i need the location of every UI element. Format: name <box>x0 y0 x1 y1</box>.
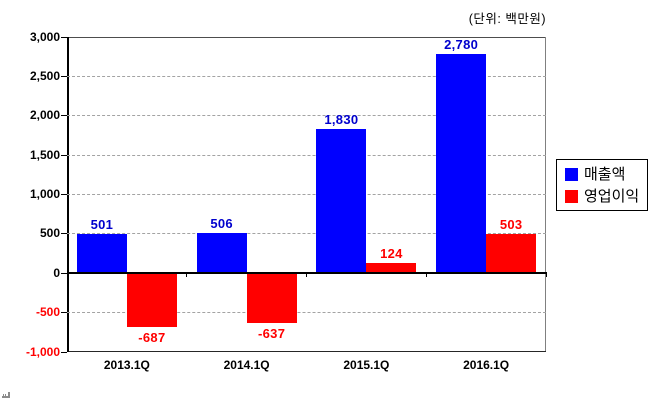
y-tick-mark <box>61 272 67 274</box>
gridline-2500 <box>67 75 546 77</box>
y-tick-label: -1,000 <box>25 344 60 359</box>
y-tick-mark <box>61 75 67 77</box>
bar-value-label: 501 <box>90 216 114 232</box>
y-tick-label: 3,000 <box>29 29 60 44</box>
bar-value-label: 503 <box>499 216 523 232</box>
gridline-2000 <box>67 115 546 117</box>
x-category-label-2014.1Q: 2014.1Q <box>223 358 270 372</box>
x-category-label-2016.1Q: 2016.1Q <box>463 358 510 372</box>
plot-border-top <box>67 37 546 38</box>
bar-영업이익-2015.1Q <box>366 263 417 274</box>
y-tick-mark <box>61 312 67 314</box>
y-tick-mark <box>61 351 67 353</box>
gridline-500 <box>67 233 546 235</box>
x-tick-mark <box>306 272 307 278</box>
gridline--500 <box>67 312 546 314</box>
bar-매출액-2014.1Q <box>196 233 247 274</box>
plot-area: 501 -687 506 -637 1,830 124 2,780 503 <box>61 36 547 353</box>
bar-매출액-2013.1Q <box>76 233 127 274</box>
legend-swatch <box>565 167 578 181</box>
bar-영업이익-2014.1Q <box>246 273 297 324</box>
y-tick-mark <box>61 233 67 235</box>
legend-swatch <box>565 189 578 203</box>
unit-label: (단위: 백만원) <box>468 12 546 26</box>
y-tick-label: 500 <box>39 226 60 241</box>
plot-border-bottom <box>67 351 546 352</box>
bar-영업이익-2013.1Q <box>126 273 177 328</box>
gridline-1000 <box>67 194 546 195</box>
y-tick-mark <box>61 154 67 156</box>
y-tick-label: -500 <box>35 305 60 320</box>
corner-artifact-glyph <box>2 392 10 398</box>
y-tick-label: 1,000 <box>29 187 60 201</box>
bar-value-label: -637 <box>258 326 286 342</box>
legend-item-영업이익: 영업이익 <box>565 187 647 206</box>
y-tick-label: 0 <box>53 265 60 280</box>
bar-매출액-2016.1Q <box>436 54 487 274</box>
x-tick-mark <box>545 272 547 278</box>
y-tick-mark <box>61 115 67 117</box>
gridline-1500 <box>67 154 546 156</box>
y-tick-label: 2,500 <box>29 68 60 83</box>
x-tick-mark <box>186 272 188 278</box>
bar-value-label: -687 <box>138 330 166 346</box>
bar-매출액-2015.1Q <box>316 129 367 274</box>
bar-value-label: 1,830 <box>324 112 359 128</box>
y-tick-label: 2,000 <box>29 108 60 123</box>
bar-value-label: 124 <box>380 246 403 262</box>
legend-item-매출액: 매출액 <box>565 165 647 184</box>
y-tick-mark <box>61 194 67 195</box>
y-tick-label: 1,500 <box>29 147 60 162</box>
x-category-label-2013.1Q: 2013.1Q <box>103 358 150 372</box>
bar-value-label: 506 <box>210 216 233 232</box>
legend-label: 매출액 <box>584 165 626 183</box>
x-category-label-2015.1Q: 2015.1Q <box>343 358 390 372</box>
x-tick-mark <box>425 272 427 278</box>
y-tick-mark <box>61 36 67 38</box>
bar-value-label: 2,780 <box>444 37 479 53</box>
bar-영업이익-2016.1Q <box>486 233 537 274</box>
legend-label: 영업이익 <box>584 187 640 205</box>
